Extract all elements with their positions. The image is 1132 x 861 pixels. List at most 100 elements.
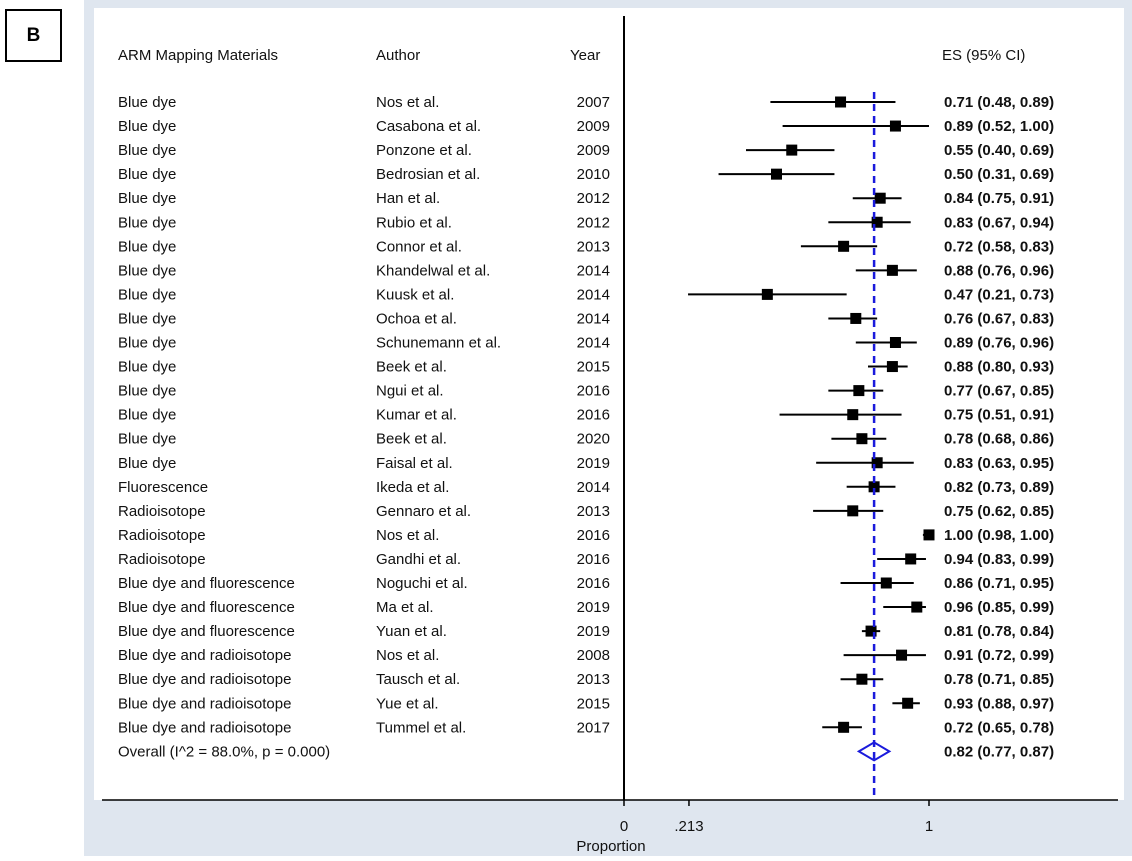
effect-marker (874, 192, 886, 204)
row-material: Blue dye and fluorescence (118, 575, 295, 592)
row-year: 2014 (577, 335, 610, 352)
row-material: Blue dye (118, 94, 176, 111)
row-author: Ngui et al. (376, 383, 444, 400)
row-es-label: 0.89 (0.52, 1.00) (944, 118, 1054, 135)
row-author: Noguchi et al. (376, 575, 468, 592)
row-year: 2012 (577, 214, 610, 231)
row-author: Ikeda et al. (376, 479, 449, 496)
row-material: Blue dye and radioisotope (118, 671, 291, 688)
column-header-material: ARM Mapping Materials (118, 47, 278, 64)
row-es-label: 0.78 (0.68, 0.86) (944, 431, 1054, 448)
effect-marker (786, 144, 798, 156)
row-es-label: 0.91 (0.72, 0.99) (944, 647, 1054, 664)
row-es-label: 0.86 (0.71, 0.95) (944, 575, 1054, 592)
row-author: Beek et al. (376, 431, 447, 448)
row-material: Blue dye (118, 238, 176, 255)
row-material: Blue dye (118, 286, 176, 303)
row-es-label: 0.82 (0.73, 0.89) (944, 479, 1054, 496)
row-es-label: 0.77 (0.67, 0.85) (944, 383, 1054, 400)
row-author: Beek et al. (376, 359, 447, 376)
row-year: 2008 (577, 647, 610, 664)
row-year: 2017 (577, 719, 610, 736)
row-es-label: 0.93 (0.88, 0.97) (944, 695, 1054, 712)
row-year: 2016 (577, 407, 610, 424)
effect-marker (761, 288, 773, 300)
row-author: Gennaro et al. (376, 503, 471, 520)
effect-marker (771, 168, 782, 180)
row-material: Blue dye and fluorescence (118, 623, 295, 640)
row-es-label: 0.88 (0.76, 0.96) (944, 262, 1054, 279)
effect-marker (847, 409, 859, 421)
effect-marker (838, 240, 850, 252)
effect-marker (886, 264, 898, 276)
effect-marker (847, 505, 859, 517)
x-tick-label: .213 (674, 818, 703, 835)
effect-marker (835, 96, 847, 108)
row-year: 2015 (577, 695, 610, 712)
row-material: Blue dye and radioisotope (118, 647, 291, 664)
plot-panel (94, 8, 1124, 800)
row-author: Khandelwal et al. (376, 262, 490, 279)
row-material: Blue dye and fluorescence (118, 599, 295, 616)
row-es-label: 0.78 (0.71, 0.85) (944, 671, 1054, 688)
row-author: Tummel et al. (376, 719, 466, 736)
row-material: Radioisotope (118, 527, 206, 544)
effect-marker (886, 361, 898, 373)
row-year: 2020 (577, 431, 610, 448)
row-author: Gandhi et al. (376, 551, 461, 568)
column-header-author: Author (376, 47, 420, 64)
effect-marker (889, 120, 901, 132)
row-year: 2013 (577, 238, 610, 255)
row-material: Blue dye (118, 190, 176, 207)
x-axis-label: Proportion (576, 838, 645, 855)
row-author: Ponzone et al. (376, 142, 472, 159)
column-header-es: ES (95% CI) (942, 47, 1025, 64)
row-es-label: 0.96 (0.85, 0.99) (944, 599, 1054, 616)
row-es-label: 0.72 (0.58, 0.83) (944, 238, 1054, 255)
row-year: 2014 (577, 286, 610, 303)
row-es-label: 0.76 (0.67, 0.83) (944, 310, 1054, 327)
forest-plot-area: ARM Mapping Materials Author Year ES (95… (84, 0, 1132, 856)
row-material: Fluorescence (118, 479, 208, 496)
row-es-label: 0.55 (0.40, 0.69) (944, 142, 1054, 159)
effect-marker (868, 481, 880, 493)
effect-marker (865, 625, 877, 637)
row-material: Blue dye (118, 335, 176, 352)
row-es-label: 0.50 (0.31, 0.69) (944, 166, 1054, 183)
x-tick-label: 0 (620, 818, 628, 835)
row-year: 2019 (577, 455, 610, 472)
row-es-label: 0.72 (0.65, 0.78) (944, 719, 1054, 736)
row-material: Blue dye and radioisotope (118, 695, 291, 712)
row-year: 2009 (577, 142, 610, 159)
row-year: 2015 (577, 359, 610, 376)
row-author: Han et al. (376, 190, 440, 207)
row-author: Tausch et al. (376, 671, 460, 688)
row-material: Blue dye and radioisotope (118, 719, 291, 736)
row-material: Blue dye (118, 455, 176, 472)
row-material: Blue dye (118, 142, 176, 159)
row-author: Nos et al. (376, 94, 439, 111)
row-year: 2016 (577, 527, 610, 544)
row-es-label: 0.83 (0.63, 0.95) (944, 455, 1054, 472)
row-author: Kumar et al. (376, 407, 457, 424)
row-material: Blue dye (118, 359, 176, 376)
row-year: 2009 (577, 118, 610, 135)
effect-marker (905, 553, 917, 565)
row-year: 2019 (577, 623, 610, 640)
row-year: 2012 (577, 190, 610, 207)
row-author: Schunemann et al. (376, 335, 501, 352)
row-es-label: 0.71 (0.48, 0.89) (944, 94, 1054, 111)
row-es-label: 0.89 (0.76, 0.96) (944, 335, 1054, 352)
effect-marker (902, 697, 914, 709)
row-author: Connor et al. (376, 238, 462, 255)
row-material: Blue dye (118, 407, 176, 424)
effect-marker (923, 529, 935, 541)
row-material: Blue dye (118, 310, 176, 327)
row-es-label: 0.81 (0.78, 0.84) (944, 623, 1054, 640)
row-author: Bedrosian et al. (376, 166, 480, 183)
effect-marker (896, 649, 908, 661)
row-year: 2014 (577, 262, 610, 279)
row-material: Blue dye (118, 118, 176, 135)
row-material: Blue dye (118, 431, 176, 448)
effect-marker (911, 601, 923, 613)
